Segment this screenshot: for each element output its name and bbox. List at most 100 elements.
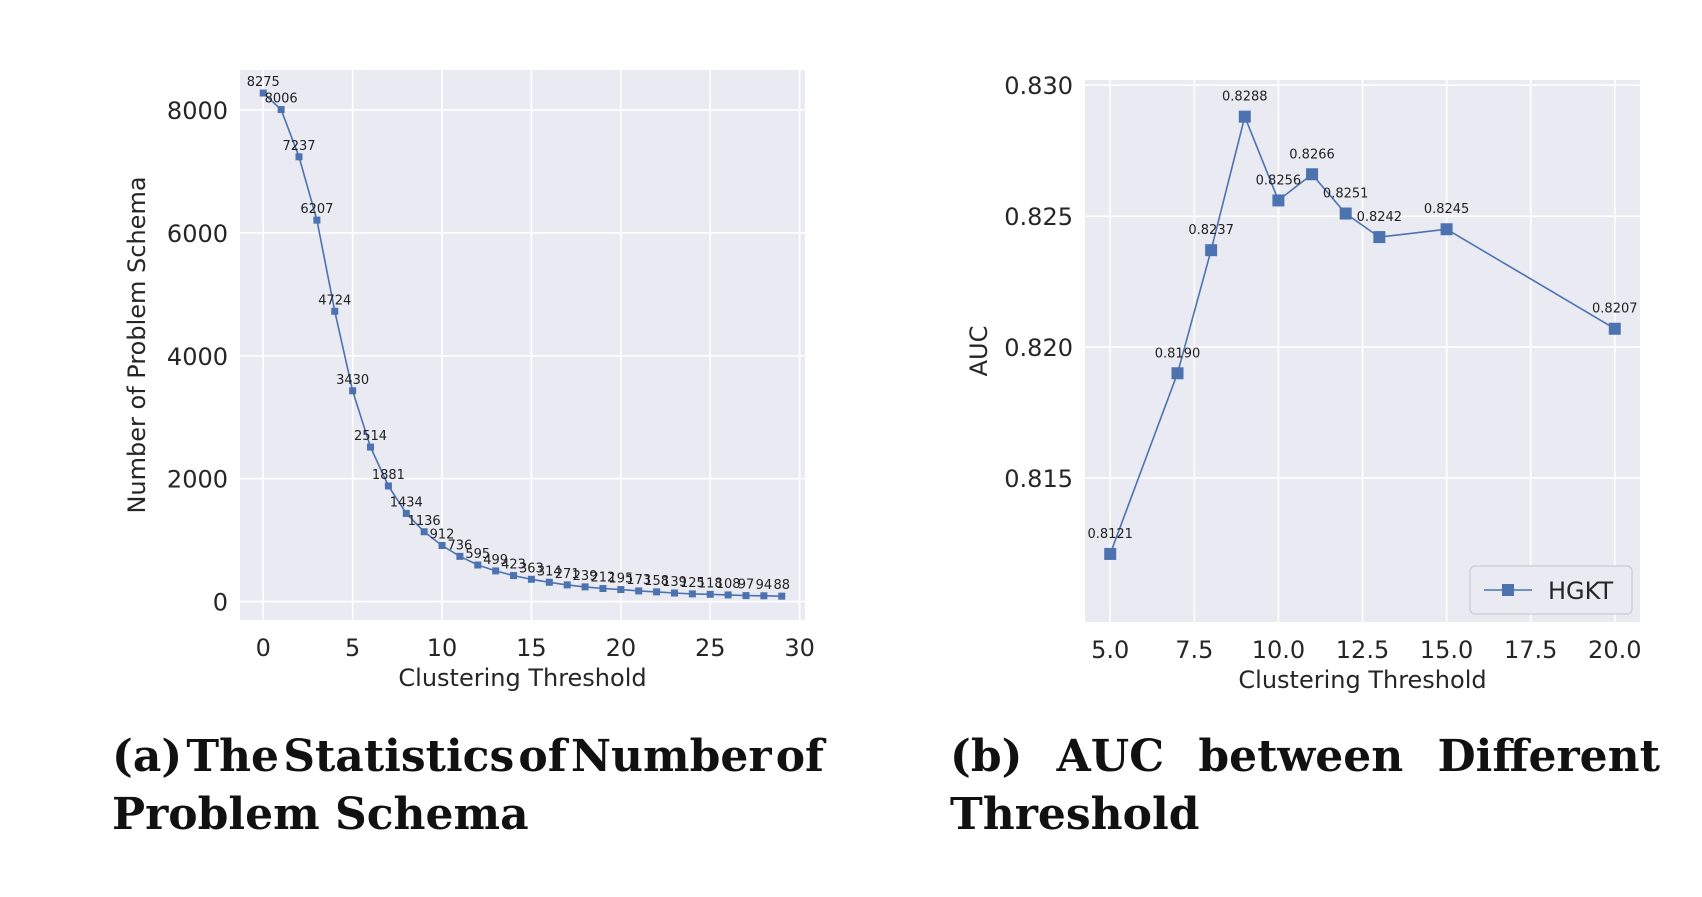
data-label: 8006 bbox=[265, 92, 298, 107]
data-point bbox=[653, 588, 661, 596]
x-tick-label: 15 bbox=[516, 634, 547, 662]
data-point bbox=[1171, 367, 1184, 380]
data-label: 499 bbox=[483, 553, 508, 568]
caption-a-word: of bbox=[775, 731, 824, 782]
data-label: 195 bbox=[608, 572, 633, 587]
x-tick-label: 20.0 bbox=[1588, 636, 1641, 664]
x-tick-label: 20 bbox=[606, 634, 637, 662]
data-label: 0.8190 bbox=[1155, 346, 1201, 361]
data-label: 0.8237 bbox=[1188, 223, 1234, 238]
legend-marker bbox=[1502, 584, 1514, 596]
x-tick-label: 15.0 bbox=[1420, 636, 1473, 664]
data-point bbox=[742, 592, 750, 600]
chart-auc-threshold: 5.0 7.5 10.0 12.5 15.0 17.5 20.0 0.815 0.820 0.82… bbox=[965, 72, 1641, 694]
y-tick-label: 0 bbox=[213, 589, 228, 617]
caption-b-word: Different bbox=[1437, 731, 1660, 782]
x-tick-label: 30 bbox=[784, 634, 815, 662]
data-label: 139 bbox=[662, 575, 687, 590]
data-label: 3430 bbox=[336, 373, 369, 388]
data-point bbox=[706, 590, 714, 598]
y-tick-label: 0.820 bbox=[1004, 334, 1073, 362]
y-tick-label: 6000 bbox=[167, 220, 228, 248]
data-label: 271 bbox=[555, 567, 580, 582]
y-tick-label: 4000 bbox=[167, 343, 228, 371]
data-point bbox=[617, 586, 625, 594]
caption-b-line1: (b) AUC between Different bbox=[950, 728, 1660, 786]
data-point bbox=[492, 567, 500, 575]
data-label: 0.8121 bbox=[1087, 527, 1133, 542]
data-label: 212 bbox=[591, 571, 616, 586]
data-label: 1881 bbox=[372, 468, 405, 483]
data-point bbox=[367, 443, 375, 451]
data-point bbox=[456, 552, 464, 560]
data-label: 0.8256 bbox=[1256, 173, 1302, 188]
y-tick-label: 8000 bbox=[167, 97, 228, 125]
legend-box bbox=[1469, 565, 1633, 615]
data-label: 1136 bbox=[408, 514, 441, 529]
plot-background bbox=[240, 70, 805, 620]
data-point bbox=[599, 585, 607, 593]
data-point bbox=[635, 587, 643, 595]
data-point bbox=[1238, 110, 1251, 123]
y-axis-label: Number of Problem Schema bbox=[123, 176, 151, 513]
data-label: 7237 bbox=[282, 139, 315, 154]
data-point bbox=[313, 216, 321, 224]
x-tick-label: 12.5 bbox=[1336, 636, 1389, 664]
data-label: 118 bbox=[698, 576, 723, 591]
data-label: 314 bbox=[537, 564, 562, 579]
data-point bbox=[688, 590, 696, 598]
y-tick-label: 0.830 bbox=[1004, 72, 1073, 100]
data-label: 0.8242 bbox=[1357, 210, 1403, 225]
data-label: 912 bbox=[430, 528, 455, 543]
data-point bbox=[474, 561, 482, 569]
data-point bbox=[1440, 223, 1453, 236]
data-label: 595 bbox=[465, 547, 490, 562]
data-point bbox=[1339, 207, 1352, 220]
data-label: 0.8245 bbox=[1424, 202, 1470, 217]
data-label: 6207 bbox=[300, 202, 333, 217]
data-point bbox=[510, 572, 518, 580]
data-label: 239 bbox=[573, 569, 598, 584]
data-point bbox=[724, 591, 732, 599]
data-point bbox=[1306, 168, 1319, 181]
data-point bbox=[384, 482, 392, 490]
data-label: 0.8266 bbox=[1289, 147, 1335, 162]
x-tick-label: 5 bbox=[345, 634, 360, 662]
data-label: 0.8288 bbox=[1222, 90, 1268, 105]
data-label: 94 bbox=[756, 578, 773, 593]
data-label: 97 bbox=[738, 578, 755, 593]
data-label: 125 bbox=[680, 576, 705, 591]
y-axis-label: AUC bbox=[965, 326, 993, 377]
y-tick-label: 2000 bbox=[167, 466, 228, 494]
data-label: 108 bbox=[716, 577, 741, 592]
caption-b-word: between bbox=[1198, 731, 1404, 782]
caption-a-line1: (a) The Statistics of Number of bbox=[112, 728, 824, 786]
data-point bbox=[349, 387, 357, 395]
caption-a-word: (a) bbox=[112, 731, 183, 782]
x-axis-label: Clustering Threshold bbox=[1238, 666, 1486, 694]
data-point bbox=[331, 307, 339, 315]
x-tick-label: 17.5 bbox=[1504, 636, 1557, 664]
data-point bbox=[420, 528, 428, 536]
data-point bbox=[1373, 231, 1386, 244]
data-point bbox=[527, 575, 535, 583]
data-point bbox=[581, 583, 589, 591]
data-point bbox=[1272, 194, 1285, 207]
data-point bbox=[778, 592, 786, 600]
data-point bbox=[760, 592, 768, 600]
x-tick-label: 25 bbox=[695, 634, 726, 662]
x-tick-label: 10.0 bbox=[1252, 636, 1305, 664]
data-label: 0.8251 bbox=[1323, 187, 1369, 202]
caption-b-line2: Threshold bbox=[950, 789, 1200, 840]
data-point bbox=[277, 106, 285, 114]
data-label: 158 bbox=[644, 574, 669, 589]
x-tick-label: 10 bbox=[427, 634, 458, 662]
x-axis-label: Clustering Threshold bbox=[398, 664, 646, 692]
data-point bbox=[1205, 244, 1218, 257]
x-tick-label: 7.5 bbox=[1175, 636, 1213, 664]
data-point bbox=[259, 89, 267, 97]
data-label: 363 bbox=[519, 561, 544, 576]
data-point bbox=[545, 578, 553, 586]
data-label: 0.8207 bbox=[1592, 302, 1638, 317]
